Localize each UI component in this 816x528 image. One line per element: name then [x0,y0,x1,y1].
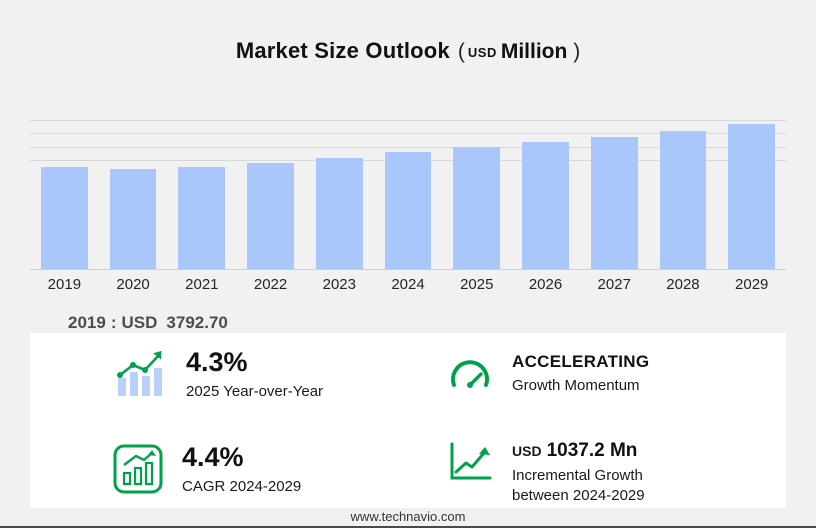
stat-incr-currency: USD [512,443,542,459]
stat-accelerating: ACCELERATING Growth Momentum [446,352,649,397]
stat-cagr-label: CAGR 2024-2029 [182,478,302,496]
stat-incr-label: Incremental Growth between 2024-2029 [512,467,645,505]
stat-cagr: 4.4% CAGR 2024-2029 [112,443,301,500]
bar-slot [511,118,580,269]
base-year: 2019 [68,313,106,332]
bar-2024 [384,152,432,269]
x-axis-label-2026: 2026 [528,276,563,293]
bar-2028 [659,131,707,269]
x-axis-label-2025: 2025 [460,276,494,293]
title-unit: (USD Million ) [458,40,580,63]
bar-slot [580,118,649,269]
footer-url: www.technavio.com [350,509,466,524]
base-separator: : [110,313,117,332]
bar-slot [442,118,511,269]
bar-2027 [590,136,638,269]
bar-2025 [453,147,501,269]
paren-close: ) [573,40,581,63]
stats-panel [30,333,786,508]
x-axis: 2019 2020 2021 2022 2023 2024 2025 2026 2027 2028… [30,276,786,293]
bar-2026 [522,142,569,269]
stat-yoy: 4.3% 2025 Year-over-Year [112,348,323,405]
chart-plot [30,118,786,270]
stat-accel-label: Growth Momentum [512,377,640,394]
chart-title: Market Size Outlook (USD Million ) [0,38,816,64]
title-unit-word: Million [500,40,568,63]
x-axis-label-2022: 2022 [253,276,288,293]
bar-2023 [315,157,363,269]
stat-yoy-value: 4.3% [186,347,248,377]
yoy-bars-icon [112,348,168,405]
trend-up-icon [446,440,494,489]
base-value: 3792.70 [166,313,228,332]
x-axis-label-2023: 2023 [322,276,356,293]
stat-incr-value: 1037.2 Mn [546,440,638,461]
title-main: Market Size Outlook [235,38,450,63]
x-axis-label-2028: 2028 [666,276,700,293]
paren-open: ( [457,40,465,63]
stat-accel-value: ACCELERATING [512,352,650,371]
bar-slot [236,118,305,269]
bar-2022 [247,162,294,269]
x-axis-label-2027: 2027 [597,276,631,293]
bar-2020 [109,169,157,269]
bar-slot [30,118,99,269]
bottom-strip [0,526,816,528]
bar-slot [717,118,786,269]
bar-slot [649,118,718,269]
bar-slot [374,118,443,269]
stat-yoy-label: 2025 Year-over-Year [186,383,324,401]
stat-incremental-growth: USD 1037.2 Mn Incremental Growth between … [446,440,682,507]
x-axis-label-2019: 2019 [47,276,82,293]
x-axis-label-2020: 2020 [116,276,150,293]
bar-slot [99,118,168,269]
bar-2021 [178,166,226,269]
stat-cagr-value: 4.4% [182,442,244,472]
bar-2029 [728,124,776,269]
x-axis-label-2021: 2021 [185,276,219,293]
base-currency: USD [121,313,158,332]
bar-slot [167,118,236,269]
x-axis-label-2024: 2024 [391,276,425,293]
base-value-note: 2019: USD 3792.70 [68,313,233,333]
bar-slot [305,118,374,269]
title-currency: USD [467,45,497,60]
gauge-icon [446,352,494,397]
bar-2019 [41,166,88,269]
cagr-chart-icon [112,443,164,500]
x-axis-label-2029: 2029 [735,276,769,293]
